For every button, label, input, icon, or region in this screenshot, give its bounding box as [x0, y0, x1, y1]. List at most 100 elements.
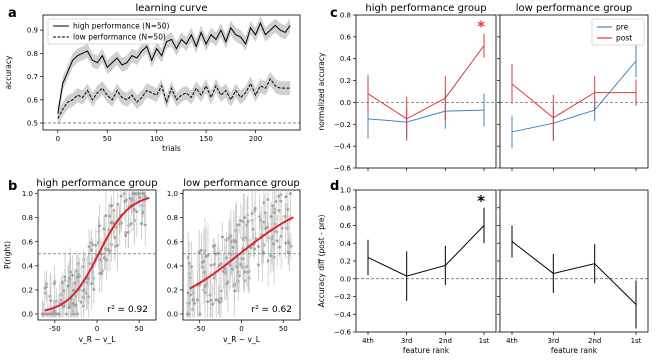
- data-point-b1: [131, 192, 135, 196]
- xtick-label-b1: -50: [49, 325, 60, 333]
- data-point-b2: [227, 236, 231, 240]
- data-point-b2: [250, 211, 254, 215]
- data-point-b1: [127, 224, 131, 228]
- data-point-b2: [286, 207, 290, 211]
- ytick-label-a: 0.5: [27, 120, 38, 128]
- x-axis-label-d2: feature rank: [551, 346, 598, 355]
- data-point-b1: [100, 269, 104, 273]
- data-point-b1: [143, 194, 147, 198]
- data-point-b1: [54, 312, 58, 316]
- series-line-d1-diff: [367, 225, 485, 277]
- data-point-b1: [98, 271, 102, 275]
- data-point-b2: [203, 284, 207, 288]
- data-point-b2: [246, 219, 250, 223]
- y-axis-label-c1: normalized accuracy: [317, 52, 326, 130]
- data-point-b2: [266, 259, 270, 263]
- data-point-b2: [200, 260, 204, 264]
- data-point-b2: [287, 241, 291, 245]
- data-point-b1: [109, 221, 113, 225]
- ytick-label-b2: 0.0: [167, 310, 178, 318]
- data-point-b1: [143, 223, 147, 227]
- data-point-b1: [112, 209, 116, 213]
- xtick-label-b1: 0: [95, 325, 99, 333]
- data-point-b1: [91, 243, 95, 247]
- data-point-b2: [269, 254, 273, 258]
- ytick-label-b2: 0.8: [167, 214, 178, 222]
- data-point-b2: [237, 223, 241, 227]
- ytick-label-d1: 0.4: [340, 240, 352, 248]
- data-point-b1: [90, 282, 94, 286]
- data-point-b1: [59, 298, 63, 302]
- significance-star-d1: *: [477, 192, 485, 210]
- data-point-b2: [223, 267, 227, 271]
- data-point-b1: [135, 210, 139, 214]
- xtick-label-b2: 50: [279, 325, 288, 333]
- ytick-label-a: 0.8: [27, 50, 38, 58]
- xtick-label-d1: 3rd: [401, 337, 413, 345]
- x-axis-label-d1: feature rank: [403, 346, 450, 355]
- data-point-b1: [75, 269, 79, 273]
- series-line-c2-post: [511, 83, 636, 119]
- data-point-b1: [128, 196, 132, 200]
- legend-a: high performance (N=50) low performance (…: [47, 18, 170, 45]
- legend-label-pre: pre: [616, 23, 629, 32]
- data-point-b2: [191, 298, 195, 302]
- xtick-label-d2: 1st: [631, 337, 642, 345]
- data-point-b2: [269, 215, 273, 219]
- chart-title-c2: low performance group: [516, 3, 633, 14]
- data-point-b2: [198, 312, 202, 316]
- data-point-b2: [186, 291, 190, 295]
- data-point-b2: [253, 206, 257, 210]
- ytick-label-d1: 0.8: [340, 204, 351, 212]
- ytick-label-c1: −0.2: [334, 121, 351, 129]
- xtick-label-a: 0: [56, 135, 60, 143]
- data-point-b1: [132, 208, 136, 212]
- data-point-b2: [275, 239, 279, 243]
- data-point-b2: [187, 261, 191, 265]
- ytick-label-c1: 0.2: [340, 77, 351, 85]
- ytick-label-b1: 0.4: [22, 262, 34, 270]
- data-point-b1: [116, 243, 120, 247]
- xtick-label-d2: 4th: [506, 337, 518, 345]
- data-point-b2: [218, 300, 222, 304]
- data-point-b2: [214, 298, 218, 302]
- data-point-b1: [96, 241, 100, 245]
- data-point-b2: [239, 219, 243, 223]
- data-point-b1: [104, 258, 108, 262]
- data-point-b1: [102, 256, 106, 260]
- data-point-b2: [226, 280, 230, 284]
- data-point-b2: [234, 240, 238, 244]
- data-point-b1: [139, 222, 143, 226]
- ytick-label-c1: 0.6: [340, 33, 352, 41]
- fit-annotation-b2: r² = 0.62: [251, 305, 292, 315]
- data-point-b2: [189, 293, 193, 297]
- x-axis-label-b2: v_R − v_L: [223, 335, 261, 344]
- series-line-c1-post: [367, 45, 485, 120]
- series-line-d2-diff: [511, 241, 637, 305]
- data-point-b1: [87, 295, 91, 299]
- data-point-b1: [62, 305, 66, 309]
- data-point-b1: [65, 312, 69, 316]
- ytick-label-d1: 1.0: [340, 187, 351, 195]
- data-point-b1: [89, 248, 93, 252]
- data-point-b2: [219, 262, 223, 266]
- data-point-b2: [274, 200, 278, 204]
- data-point-b1: [75, 312, 79, 316]
- data-point-b1: [49, 298, 53, 302]
- significance-star-c1: *: [477, 18, 485, 36]
- data-point-b2: [257, 245, 261, 249]
- data-point-b2: [197, 250, 201, 254]
- data-point-b1: [138, 195, 142, 199]
- panel-label-b: b: [8, 179, 17, 194]
- ytick-label-d1: −0.6: [334, 329, 352, 337]
- xtick-label-b2: -50: [194, 325, 205, 333]
- chart-title-c1: high performance group: [365, 3, 486, 14]
- data-point-b2: [230, 267, 234, 271]
- data-point-b1: [126, 230, 130, 234]
- data-point-b2: [289, 244, 293, 248]
- y-axis-label-b1: P(right): [3, 241, 12, 269]
- data-point-b1: [81, 265, 85, 269]
- ytick-label-b1: 0.0: [22, 310, 33, 318]
- data-point-b1: [81, 289, 85, 293]
